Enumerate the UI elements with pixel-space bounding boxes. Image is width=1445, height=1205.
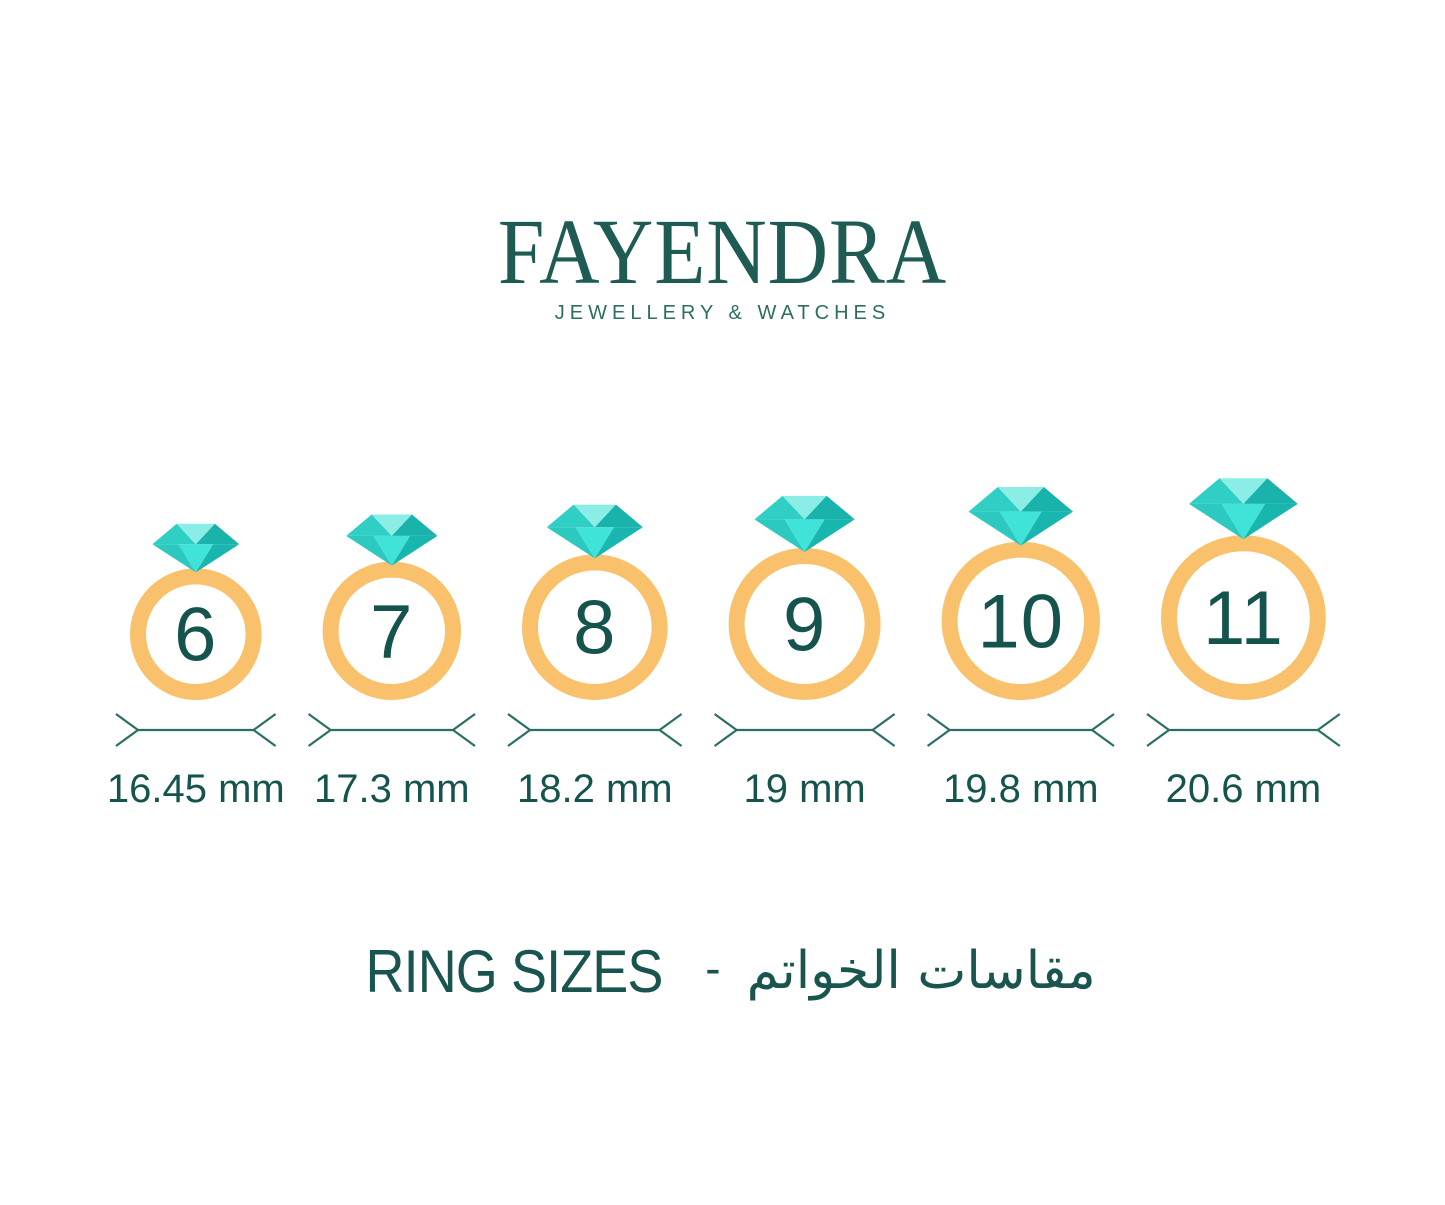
diamond-facet (804, 519, 855, 552)
diamond-icon (968, 487, 1074, 546)
diameter-label: 18.2 mm (517, 767, 673, 811)
ring-number: 9 (783, 583, 826, 668)
diamond-facet (782, 495, 827, 520)
diamond-facet (178, 544, 214, 573)
brand-logo: FAYENDRA JEWELLERY & WATCHES (0, 200, 1445, 325)
diameter-label: 17.3 mm (314, 767, 470, 811)
ring-size-9: 9 19 mm (713, 495, 896, 811)
page-title: RING SIZES - مقاسات الخواتم (0, 926, 1445, 1016)
ring-size-8: 8 18.2 mm (507, 504, 683, 811)
ring-size-7: 7 17.3 mm (307, 514, 476, 811)
diamond-facet (804, 495, 855, 520)
page-title-english: RING SIZES (365, 937, 664, 1005)
diamond-facet (784, 519, 825, 552)
diamond-icon (152, 523, 240, 573)
ring-band (728, 548, 881, 700)
diamond-facet (152, 523, 196, 545)
brand-tagline: JEWELLERY & WATCHES (554, 302, 891, 324)
diameter-arrow (926, 713, 1115, 747)
diameter-arrow (713, 713, 896, 747)
ring-size-6: 6 16.45 mm (107, 523, 285, 811)
ring-band (322, 561, 461, 700)
diamond-icon (754, 495, 855, 552)
diameter-label: 20.6 mm (1166, 767, 1322, 811)
diamond-facet (575, 527, 615, 559)
ring-number: 8 (573, 586, 616, 671)
diamond-facet (1243, 503, 1298, 540)
diameter-label: 16.45 mm (107, 767, 285, 811)
diamond-facet (176, 523, 215, 545)
diamond-facet (546, 504, 595, 528)
ring-band (522, 554, 668, 701)
ring-number: 10 (978, 579, 1065, 664)
diamond-facet (1189, 478, 1244, 504)
diamond-facet (1243, 478, 1298, 504)
diamond-facet (594, 504, 643, 528)
diamond-facet (391, 514, 438, 536)
ring-band (130, 568, 262, 701)
diameter-label: 19.8 mm (943, 767, 1099, 811)
ring-size-10: 10 19.8 mm (926, 487, 1115, 811)
diameter-arrow (307, 713, 476, 747)
diamond-facet (195, 523, 240, 545)
diamond-facet (1020, 487, 1074, 512)
diamond-facet (373, 535, 411, 566)
diamond-facet (573, 504, 616, 528)
diamond-facet (754, 495, 805, 520)
diamond-facet (968, 487, 1021, 512)
page-title-separator: - (705, 942, 721, 994)
diamond-facet (997, 487, 1044, 512)
diameter-arrow (507, 713, 683, 747)
diamond-facet (1219, 478, 1268, 504)
diamond-facet (546, 527, 595, 559)
diamond-facet (1221, 503, 1266, 540)
diamond-facet (371, 514, 412, 536)
diameter-arrow (115, 713, 277, 747)
ring-number: 6 (174, 593, 217, 678)
page-title-arabic: مقاسات الخواتم (746, 941, 1096, 1001)
diamond-facet (594, 527, 643, 559)
ring-number: 11 (1203, 576, 1284, 661)
ring-band (1161, 535, 1326, 700)
ring-number: 7 (370, 589, 413, 674)
diamond-icon (346, 514, 438, 566)
diamond-icon (1189, 478, 1298, 540)
diameter-arrow (1146, 713, 1341, 747)
diamond-facet (346, 514, 392, 536)
diameter-label: 19 mm (743, 767, 865, 811)
ring-size-11: 11 20.6 mm (1146, 478, 1341, 811)
brand-name: FAYENDRA (497, 200, 948, 304)
ring-band (941, 541, 1100, 700)
diamond-facet (999, 511, 1042, 546)
diamond-icon (546, 504, 643, 559)
